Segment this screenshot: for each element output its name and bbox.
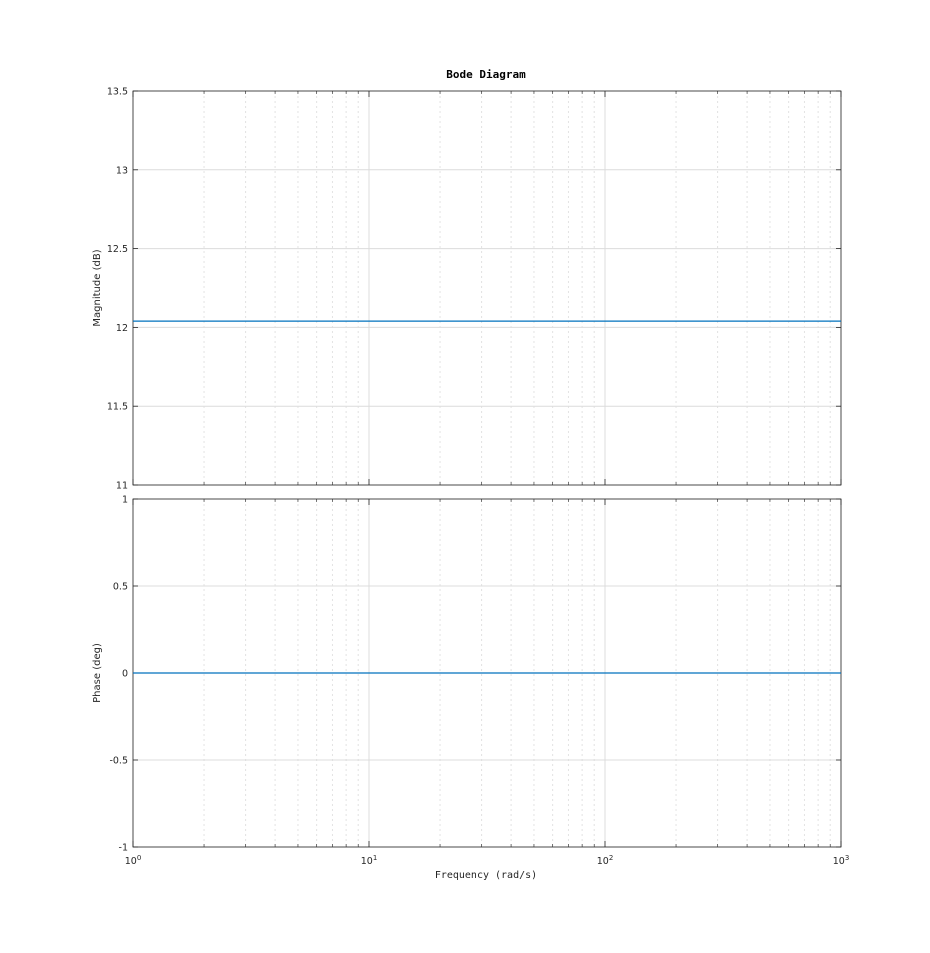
chart-title: Bode Diagram [446,68,526,81]
y-tick-label: -1 [119,843,128,854]
x-tick-label: 101 [361,854,378,867]
y-tick-label: 0 [122,669,128,680]
plot-panels: 11 11.5 12 12.5 13 13.5 -1 -0.5 0 0.5 1 [107,87,842,854]
x-axis-label: Frequency (rad/s) [435,870,537,881]
y-tick-label: 0.5 [113,582,128,593]
x-tick-labels: 100 101 102 103 [125,854,850,867]
phase-panel: -1 -0.5 0 0.5 1 [109,495,842,854]
magnitude-panel: 11 11.5 12 12.5 13 13.5 [107,87,842,492]
y-tick-label: 11 [116,481,128,492]
y-tick-label: 12 [116,323,128,334]
phase-axis-label: Phase (deg) [92,643,103,703]
y-tick-label: -0.5 [109,756,128,767]
plot-area [133,91,841,485]
x-tick-label: 103 [833,854,850,867]
y-tick-label: 11.5 [107,402,128,413]
x-tick-label: 102 [597,854,614,867]
axes-box [132,90,842,486]
y-tick-label: 13.5 [107,87,128,98]
magnitude-axis-label: Magnitude (dB) [92,249,103,326]
y-tick-label: 12.5 [107,244,128,255]
y-tick-label: 13 [116,165,128,176]
x-tick-label: 100 [125,854,142,867]
y-tick-label: 1 [122,495,128,506]
